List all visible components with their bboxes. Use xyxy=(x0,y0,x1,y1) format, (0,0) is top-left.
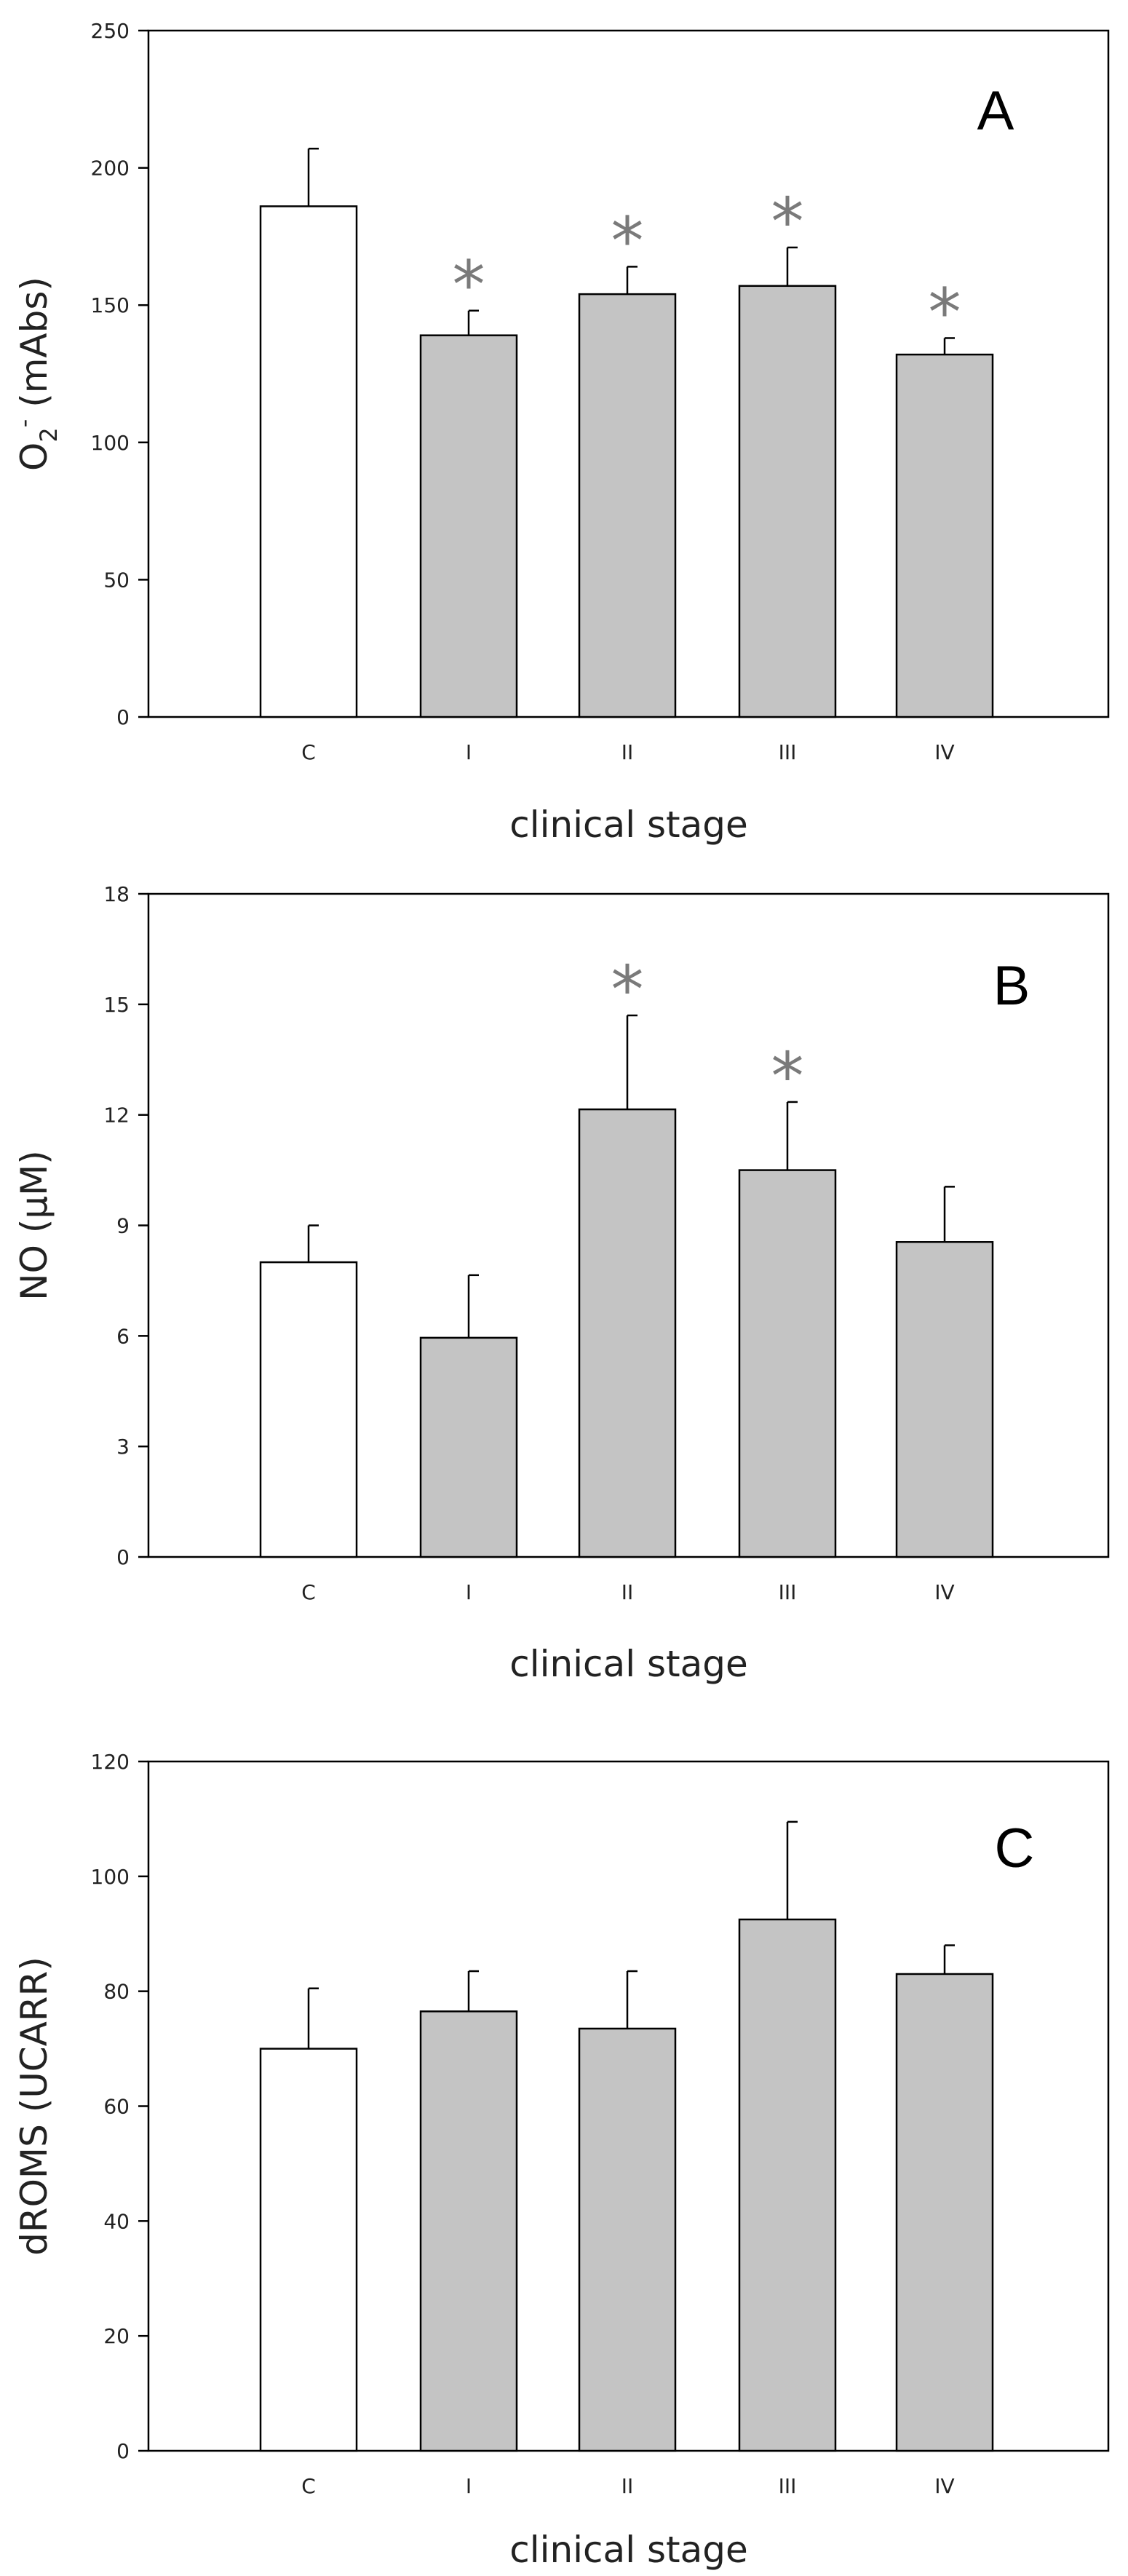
y-tick-label: 40 xyxy=(103,2209,130,2233)
bar-iii xyxy=(738,1918,837,2452)
y-axis-title-superscript: - xyxy=(10,419,38,428)
y-tick-label: 80 xyxy=(103,1980,130,2004)
bar-iii xyxy=(738,285,837,718)
bar-i xyxy=(419,1336,518,1558)
y-tick-label: 9 xyxy=(116,1214,130,1238)
bar-c xyxy=(259,2048,358,2452)
y-tick-label: 15 xyxy=(103,993,130,1017)
y-tick-label: 250 xyxy=(91,19,130,43)
bar-c xyxy=(259,1261,358,1558)
y-axis-title-main: O xyxy=(13,443,55,471)
significance-asterisk: * xyxy=(771,184,804,261)
significance-asterisk: * xyxy=(929,274,961,351)
y-tick-label: 200 xyxy=(91,156,130,181)
x-tick-label: II xyxy=(621,1580,634,1604)
x-tick-label: IV xyxy=(934,2474,954,2498)
y-axis-title: NO (µM) xyxy=(13,1150,55,1301)
x-tick-label: I xyxy=(466,1580,472,1604)
panel-letter: A xyxy=(977,80,1014,142)
y-axis-title-subscript: 2 xyxy=(35,427,63,442)
x-tick-label: II xyxy=(621,740,634,764)
panel-letter: C xyxy=(995,1818,1035,1879)
y-axis-title: dROMS (UCARR) xyxy=(13,1957,55,2256)
x-tick-label: I xyxy=(466,2474,472,2498)
bar-i xyxy=(419,334,518,718)
bar-iv xyxy=(895,353,994,718)
y-tick-label: 100 xyxy=(91,431,130,455)
y-tick-label: 50 xyxy=(103,568,130,592)
x-tick-label: III xyxy=(779,2474,797,2498)
bar-ii xyxy=(578,2027,677,2452)
x-tick-label: IV xyxy=(934,1580,954,1604)
y-axis-title-rest: (mAbs) xyxy=(13,277,55,419)
panel-letter: B xyxy=(993,955,1030,1017)
x-tick-label: C xyxy=(301,1580,316,1604)
x-axis-title: clinical stage xyxy=(509,804,748,846)
y-tick-label: 6 xyxy=(116,1324,130,1348)
significance-asterisk: * xyxy=(771,1039,804,1115)
x-tick-label: C xyxy=(301,740,316,764)
y-tick-label: 120 xyxy=(91,1750,130,1774)
x-axis-title: clinical stage xyxy=(509,2529,748,2571)
significance-asterisk: * xyxy=(611,203,644,280)
y-tick-label: 0 xyxy=(116,705,130,729)
bar-c xyxy=(259,205,358,718)
y-tick-label: 100 xyxy=(91,1865,130,1889)
bar-iv xyxy=(895,1973,994,2452)
y-tick-label: 18 xyxy=(103,882,130,906)
bar-ii xyxy=(578,293,677,718)
bar-iii xyxy=(738,1169,837,1558)
y-tick-label: 20 xyxy=(103,2324,130,2348)
y-tick-label: 0 xyxy=(116,1545,130,1569)
x-axis-title: clinical stage xyxy=(509,1643,748,1685)
x-tick-label: C xyxy=(301,2474,316,2498)
x-tick-label: IV xyxy=(934,740,954,764)
y-axis-title-main: NO (µM) xyxy=(13,1150,55,1301)
y-axis-title-main: dROMS (UCARR) xyxy=(13,1957,55,2256)
significance-asterisk: * xyxy=(611,952,644,1029)
bar-i xyxy=(419,2010,518,2452)
y-tick-label: 0 xyxy=(116,2439,130,2463)
bar-ii xyxy=(578,1108,677,1558)
x-tick-label: III xyxy=(779,1580,797,1604)
y-axis-title: O2- (mAbs) xyxy=(10,277,63,471)
y-tick-label: 12 xyxy=(103,1103,130,1128)
x-tick-label: II xyxy=(621,2474,634,2498)
y-tick-label: 60 xyxy=(103,2095,130,2119)
y-tick-label: 150 xyxy=(91,293,130,317)
significance-asterisk: * xyxy=(453,247,485,324)
x-tick-label: I xyxy=(466,740,472,764)
bar-iv xyxy=(895,1241,994,1558)
x-tick-label: III xyxy=(779,740,797,764)
y-tick-label: 3 xyxy=(116,1435,130,1459)
